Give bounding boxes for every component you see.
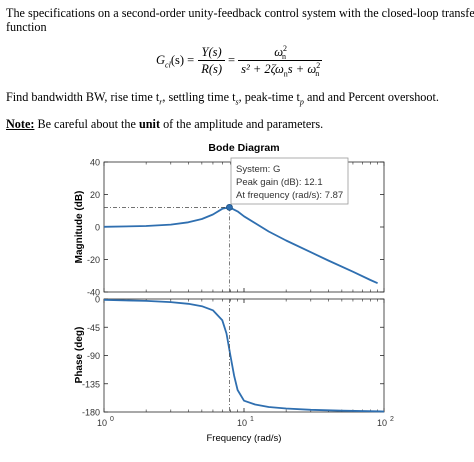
xtick-exponent: 2	[390, 416, 394, 423]
phase-ytick-label: -45	[87, 323, 100, 333]
formula-frac2-den-sub2: n	[315, 69, 320, 78]
formula-G: G	[156, 52, 166, 67]
peak-marker	[226, 203, 233, 211]
note-label: Note:	[6, 117, 35, 131]
note-text-a: Be careful about the	[34, 117, 139, 131]
phase-ytick-label: -90	[87, 351, 100, 361]
phase-ytick-label: 0	[95, 295, 100, 305]
xtick-label: 10	[97, 418, 107, 428]
xtick-label: 10	[377, 418, 387, 428]
find-r: r	[159, 97, 163, 107]
find-mid1: , settling time t	[162, 90, 236, 104]
formula-frac2-num-sub: n	[282, 52, 287, 61]
formula-frac2: ω2n s² + 2ζωns + ω2n	[238, 43, 323, 78]
frequency-xlabel: Frequency (rad/s)	[207, 433, 282, 444]
formula-frac1: Y(s) R(s)	[198, 44, 226, 77]
problem-line-1: The specifications on a second-order uni…	[6, 6, 474, 20]
magnitude-ytick-label: 40	[90, 158, 100, 168]
formula-frac1-num: Y(s)	[201, 44, 222, 59]
magnitude-ylabel: Magnitude (dB)	[74, 191, 85, 264]
find-mid2: , peak-time t	[238, 90, 300, 104]
datatip-line-2: Peak gain (dB): 12.1	[236, 177, 323, 188]
datatip-line-3: At frequency (rad/s): 7.87	[236, 190, 343, 201]
magnitude-ytick-label: 0	[95, 223, 100, 233]
phase-ylabel: Phase (deg)	[74, 327, 85, 384]
problem-line-2: function	[6, 20, 47, 34]
phase-ytick-label: -135	[82, 379, 100, 389]
formula-frac2-den-b: s + ω	[287, 61, 317, 76]
note-text-b: of the amplitude and parameters.	[160, 117, 324, 131]
formula-cl: cl	[165, 60, 171, 69]
find-text: Find bandwidth BW, rise time t	[6, 90, 160, 104]
phase-series-line	[103, 299, 385, 413]
transfer-function-formula: Gcl(s) = Y(s) R(s) = ω2n s² + 2ζωns + ω2…	[156, 40, 323, 80]
formula-frac2-den-sub: n	[283, 69, 288, 78]
chart-title: Bode Diagram	[208, 142, 279, 154]
magnitude-ytick-label: -20	[87, 255, 100, 265]
formula-arg: (s) =	[170, 52, 195, 67]
xtick-label: 10	[237, 418, 247, 428]
datatip-box	[230, 157, 349, 205]
formula-eq2: =	[228, 52, 236, 67]
formula-frac1-den: R(s)	[201, 61, 223, 76]
find-p: p	[299, 97, 304, 107]
note-line: Note: Be careful about the unit of the a…	[6, 117, 323, 132]
note-bold: unit	[139, 117, 161, 131]
find-end: and and Percent overshoot.	[303, 90, 439, 104]
datatip-line-1: System: G	[236, 164, 280, 175]
formula-frac2-num-w: ω	[274, 44, 284, 59]
find-instruction: Find bandwidth BW, rise time tr, settlin…	[6, 90, 439, 107]
xtick-exponent: 0	[110, 416, 114, 423]
formula-frac2-num-sup: 2	[283, 43, 288, 53]
xtick-exponent: 1	[250, 416, 254, 423]
magnitude-ytick-label: -40	[87, 288, 100, 298]
phase-ytick-label: -180	[82, 408, 100, 418]
magnitude-series-line	[103, 206, 378, 285]
magnitude-ytick-label: 20	[90, 190, 100, 200]
formula-frac2-den-a: s² + 2ζω	[241, 61, 284, 76]
phase-axes-box	[103, 298, 385, 413]
datatip[interactable]: System: G Peak gain (dB): 12.1 At freque…	[230, 157, 349, 205]
formula-frac2-den-sup2: 2	[316, 60, 321, 70]
find-s: s	[235, 97, 239, 107]
